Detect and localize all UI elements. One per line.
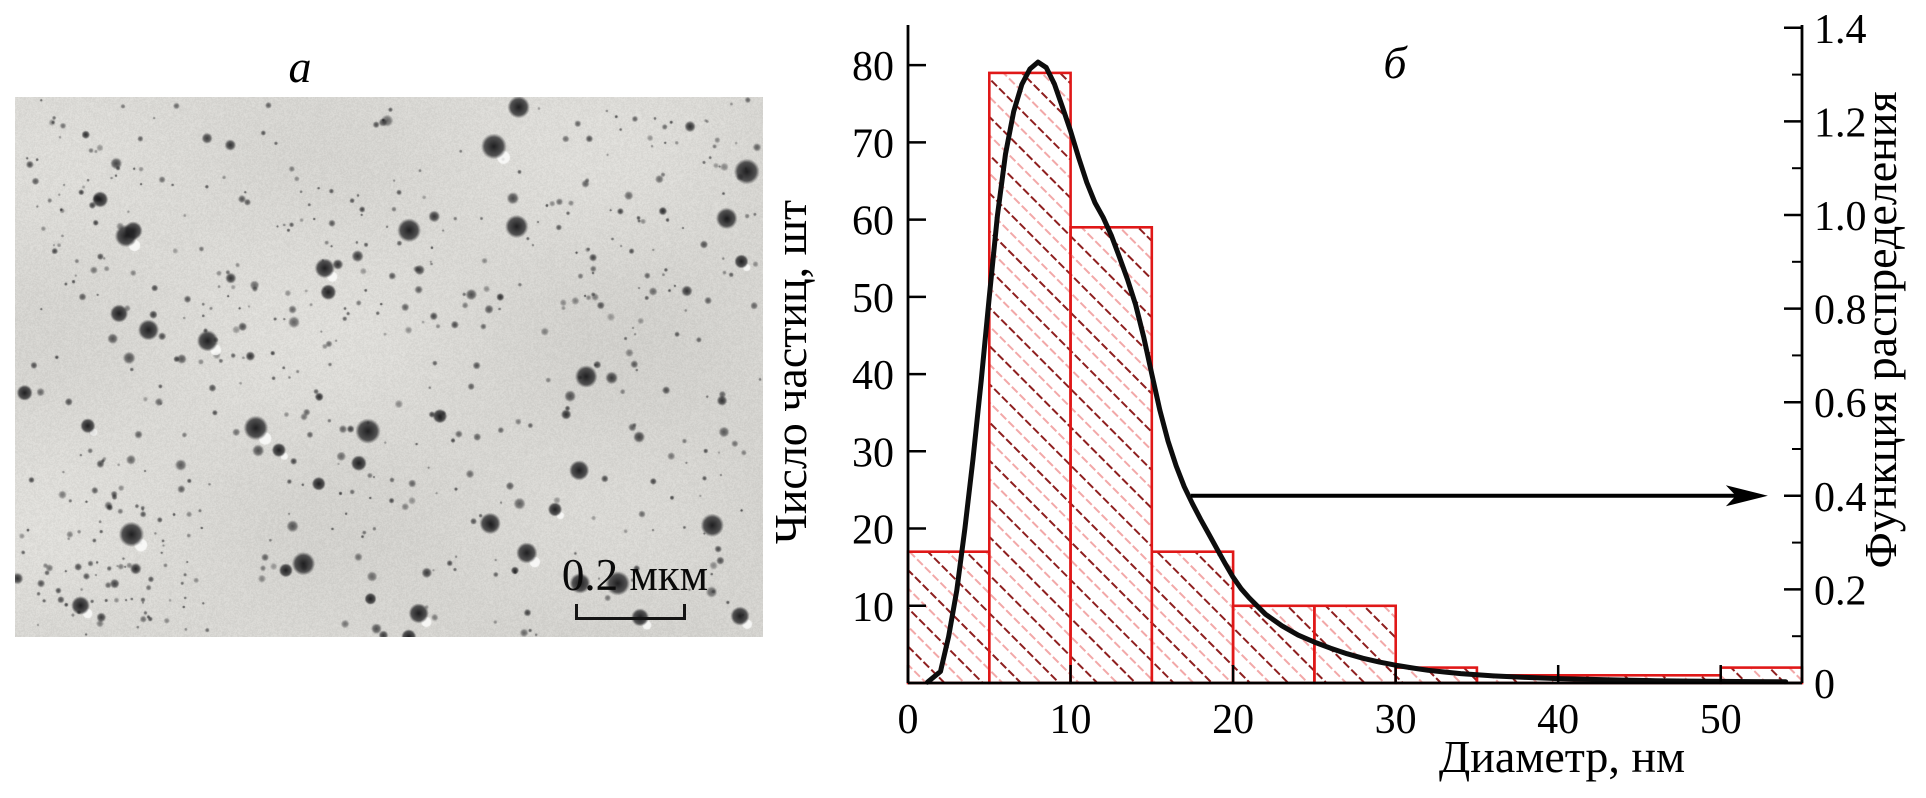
x-axis-tick-label: 40 — [1537, 697, 1579, 743]
histogram-bar — [906, 550, 991, 685]
right-axis-tick-label: 0.2 — [1814, 568, 1867, 614]
x-axis-tick-label: 30 — [1375, 697, 1417, 743]
right-axis-tick-label: 1.4 — [1814, 7, 1867, 53]
right-axis-title: Функция распределения — [1855, 91, 1906, 568]
x-axis-tick-label: 0 — [898, 697, 919, 743]
scale-bar-label: 0.2 мкм — [561, 550, 709, 600]
panel-b-label: б — [1383, 37, 1407, 88]
histogram-bar — [1150, 550, 1235, 685]
right-axis-tick-label: 0 — [1814, 662, 1835, 708]
left-axis-tick-label: 50 — [852, 276, 894, 322]
histogram-bar — [1069, 226, 1154, 685]
right-axis-tick-label: 0.4 — [1814, 475, 1867, 521]
left-axis-tick-label: 70 — [852, 121, 894, 167]
left-axis-tick-label: 60 — [852, 199, 894, 245]
left-axis-tick-label: 40 — [852, 353, 894, 399]
x-axis-tick-label: 10 — [1050, 697, 1092, 743]
x-axis-tick-label: 50 — [1700, 697, 1742, 743]
tem-micrograph-image — [15, 97, 763, 637]
right-axis-tick-label: 1.0 — [1814, 194, 1867, 240]
left-axis-tick-label: 10 — [852, 585, 894, 631]
x-axis-tick-label: 20 — [1212, 697, 1254, 743]
scale-bar-bracket — [575, 604, 686, 620]
right-axis-tick-label: 1.2 — [1814, 100, 1867, 146]
right-axis-tick-label: 0.6 — [1814, 381, 1867, 427]
panel-a-label: a — [288, 41, 312, 92]
right-axis-tick-label: 0.8 — [1814, 288, 1867, 334]
histogram-bar — [1313, 604, 1398, 685]
left-axis-tick-label: 80 — [852, 44, 894, 90]
distribution-curve — [925, 59, 1789, 685]
reference-arrow-head — [1725, 485, 1768, 507]
left-axis-tick-label: 20 — [852, 508, 894, 554]
x-axis-title: Диаметр, нм — [1439, 731, 1685, 782]
left-axis-tick-label: 30 — [852, 430, 894, 476]
histogram-bar — [987, 71, 1072, 685]
left-axis-title: Число частиц, шт — [765, 200, 816, 544]
